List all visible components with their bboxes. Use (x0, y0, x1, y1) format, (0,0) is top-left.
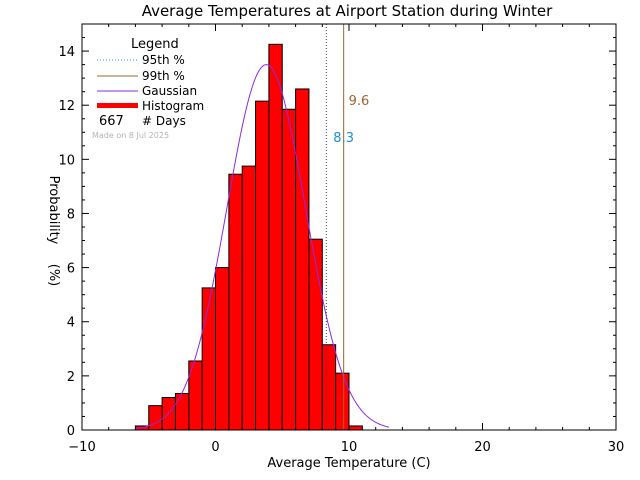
x-tick-label: 30 (608, 440, 625, 455)
x-tick-label: 10 (341, 440, 358, 455)
y-tick-label: 10 (58, 153, 75, 168)
y-axis-unit-label: (%) (46, 264, 61, 287)
plot-area: 9.6 8.3 (134, 24, 390, 431)
x-tick-label: 0 (211, 440, 219, 455)
legend-title: Legend (131, 37, 179, 52)
y-axis-label: Probability (46, 176, 61, 245)
histogram-bar (215, 267, 230, 431)
legend-swatch-histogram (97, 103, 138, 108)
x-axis-label: Average Temperature (C) (267, 456, 430, 471)
y-tick-label: 6 (67, 262, 75, 277)
histogram-bar (268, 43, 283, 431)
histogram-bar (148, 405, 163, 431)
histogram-bar (174, 392, 190, 431)
legend-label-gaussian: Gaussian (142, 84, 197, 98)
x-tick-label: −10 (68, 440, 95, 455)
made-on-watermark: Made on 8 Jul 2025 (92, 131, 169, 140)
gaussian-curve (135, 64, 390, 430)
y-tick-label: 4 (67, 316, 75, 331)
histogram-bar (308, 238, 323, 431)
x-tick-label: 20 (474, 440, 491, 455)
legend-label-95th: 95th % (142, 53, 185, 67)
histogram-bar (335, 372, 350, 431)
percentile-95-label: 8.3 (333, 131, 354, 146)
chart-title: Average Temperatures at Airport Station … (142, 2, 553, 20)
histogram-bar (255, 100, 270, 431)
y-tick-label: 14 (58, 45, 75, 60)
y-tick-label: 0 (67, 424, 75, 439)
histogram-bar (295, 88, 310, 431)
y-tick-label: 8 (67, 207, 75, 222)
histogram-bar (241, 165, 257, 431)
y-tick-label: 2 (67, 370, 75, 385)
days-count-label: # Days (142, 114, 186, 128)
histogram-bar (281, 108, 297, 431)
y-axis: 0 2 4 6 8 10 12 14 (58, 37, 616, 439)
percentile-99-label: 9.6 (349, 94, 370, 109)
histogram-bar (201, 287, 216, 431)
legend: Legend 95th % 99th % Gaussian Histogram … (92, 37, 204, 140)
y-tick-label: 12 (58, 99, 75, 114)
legend-label-histogram: Histogram (142, 99, 204, 113)
x-axis: −10 0 10 20 30 (68, 24, 624, 455)
histogram-bar (228, 173, 243, 431)
days-count-value: 667 (99, 114, 124, 129)
histogram-bar (321, 344, 337, 431)
histogram-bar (161, 397, 176, 431)
histogram-bar (348, 425, 363, 431)
legend-label-99th: 99th % (142, 69, 185, 83)
